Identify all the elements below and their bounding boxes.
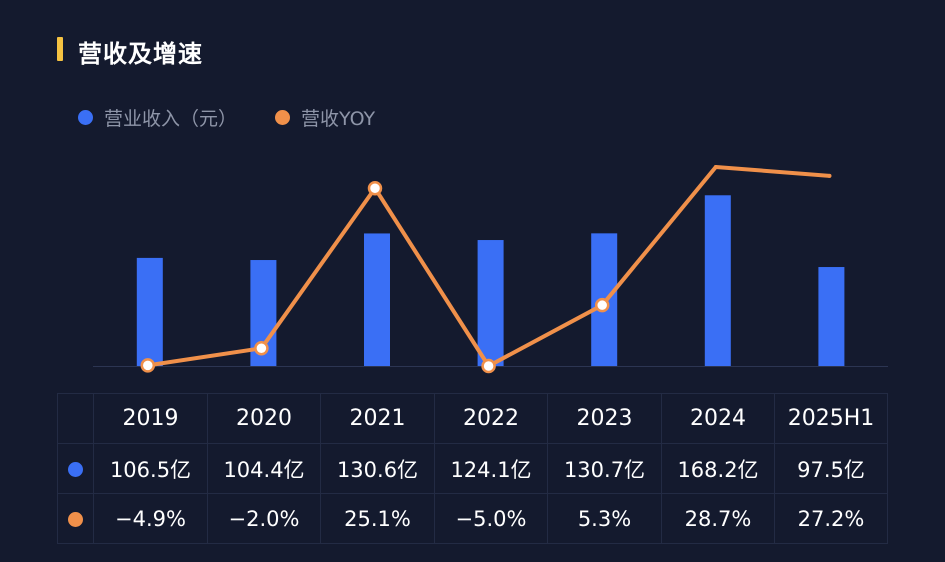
yoy-cell: −4.9% (93, 493, 208, 544)
legend-dot-yoy (275, 110, 291, 125)
table-corner (57, 393, 94, 444)
yoy-dot (68, 512, 83, 527)
year-cell: 2024 (661, 393, 775, 444)
yoy-cell: −2.0% (207, 493, 321, 544)
revenue-cell: 124.1亿 (434, 443, 548, 494)
bar-2021 (364, 233, 390, 366)
revenue-cell: 168.2亿 (661, 443, 775, 494)
year-cell: 2025H1 (774, 393, 888, 444)
data-table: 2019 2020 2021 2022 2023 2024 2025H1 106… (57, 393, 888, 544)
table-header-row: 2019 2020 2021 2022 2023 2024 2025H1 (57, 393, 888, 444)
table-row-revenue: 106.5亿 104.4亿 130.6亿 124.1亿 130.7亿 168.2… (57, 443, 888, 494)
yoy-point-2020 (254, 341, 269, 356)
bar-2022 (477, 240, 504, 366)
yoy-point-2022 (481, 358, 496, 374)
yoy-cell: 27.2% (774, 493, 888, 544)
bar-2025H1 (818, 267, 845, 366)
yoy-cell: −5.0% (434, 493, 548, 544)
yoy-point-2025H1 (827, 173, 832, 178)
yoy-point-2019 (140, 358, 156, 373)
row-marker-revenue (57, 443, 94, 494)
legend-label-yoy: 营收YOY (301, 108, 376, 130)
year-cell: 2020 (207, 393, 321, 444)
legend: 营业收入（元） 营收YOY (78, 104, 413, 131)
revenue-cell: 130.7亿 (547, 443, 662, 494)
yoy-point-2021 (367, 181, 383, 196)
legend-item-revenue: 营业收入（元） (78, 104, 237, 131)
revenue-cell: 104.4亿 (207, 443, 321, 494)
row-marker-yoy (57, 493, 94, 544)
revenue-cell: 106.5亿 (93, 443, 208, 494)
revenue-cell: 97.5亿 (774, 443, 888, 494)
yoy-point-2023 (594, 297, 610, 313)
title-accent-bar (57, 37, 63, 61)
year-cell: 2021 (320, 393, 435, 444)
yoy-cell: 25.1% (320, 493, 435, 544)
bar-2024 (704, 195, 731, 366)
chart-title: 营收及增速 (78, 40, 203, 68)
year-cell: 2022 (434, 393, 548, 444)
revenue-cell: 130.6亿 (320, 443, 435, 494)
yoy-cell: 5.3% (547, 493, 662, 544)
yoy-cell: 28.7% (661, 493, 775, 544)
year-cell: 2019 (93, 393, 208, 444)
revenue-dot (68, 462, 83, 477)
legend-item-yoy: 营收YOY (275, 104, 375, 131)
year-cell: 2023 (547, 393, 662, 444)
bar-2019 (136, 257, 163, 366)
table-row-yoy: −4.9% −2.0% 25.1% −5.0% 5.3% 28.7% 27.2% (57, 493, 888, 544)
legend-dot-revenue (78, 110, 93, 125)
yoy-point-2024 (713, 165, 718, 169)
legend-label-revenue: 营业收入（元） (104, 108, 238, 130)
